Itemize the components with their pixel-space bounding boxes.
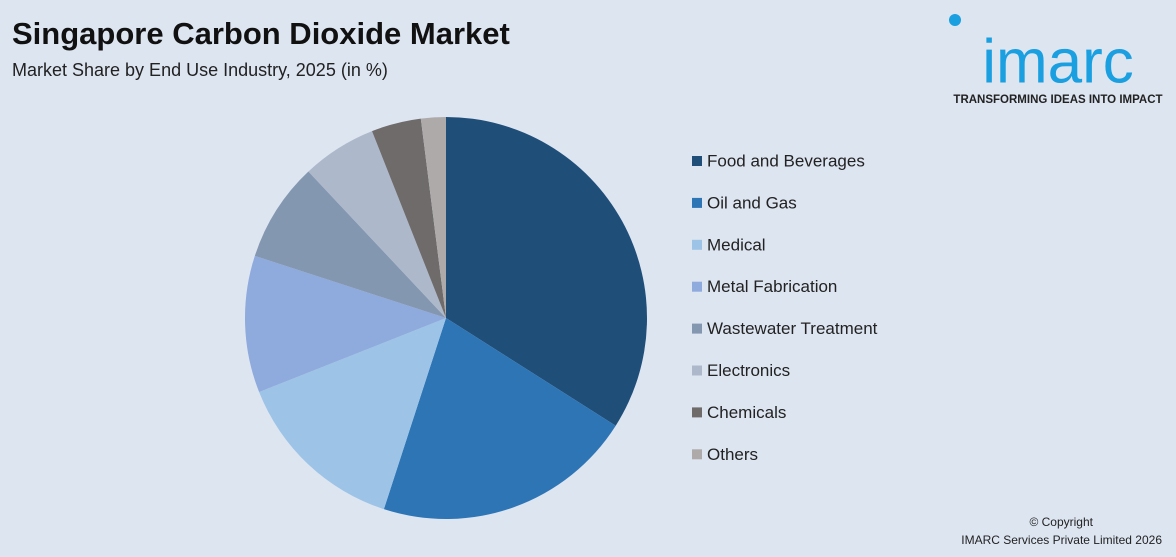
chart-title: Singapore Carbon Dioxide Market [12,16,510,51]
legend-label: Medical [707,235,766,254]
legend-label: Food and Beverages [707,151,865,170]
legend-swatch [692,197,702,208]
legend-label: Chemicals [707,403,786,422]
pie-slice [254,171,446,318]
pie-slice [308,131,446,318]
copyright-owner: IMARC Services Private Limited 2026 [961,533,1162,547]
pie-slice [259,318,446,510]
pie-slice [420,117,446,318]
logo: imarc [982,27,1134,96]
legend-label: Wastewater Treatment [707,319,878,338]
logo-dot [949,14,961,26]
logo-tagline: TRANSFORMING IDEAS INTO IMPACT [953,94,1162,106]
legend: Food and Beverages Oil and Gas Medical Meta… [692,151,878,464]
pie-slice [372,118,446,318]
pie-slice [383,318,616,519]
legend-label: Metal Fabrication [707,277,837,296]
legend-swatch [692,156,702,166]
legend-label: Oil and Gas [707,193,797,212]
copyright: © Copyright [1029,515,1093,529]
legend-swatch [692,281,702,292]
pie-slice [446,117,647,426]
legend-label: Others [707,445,758,464]
pie [244,117,647,519]
legend-swatch [692,239,702,250]
legend-label: Electronics [707,361,790,380]
pie-slice [244,255,446,392]
legend-swatch [692,407,702,418]
legend-swatch [692,365,702,376]
legend-swatch [692,323,702,334]
chart-subtitle: Market Share by End Use Industry, 2025 (… [12,60,388,80]
legend-swatch [692,449,702,460]
